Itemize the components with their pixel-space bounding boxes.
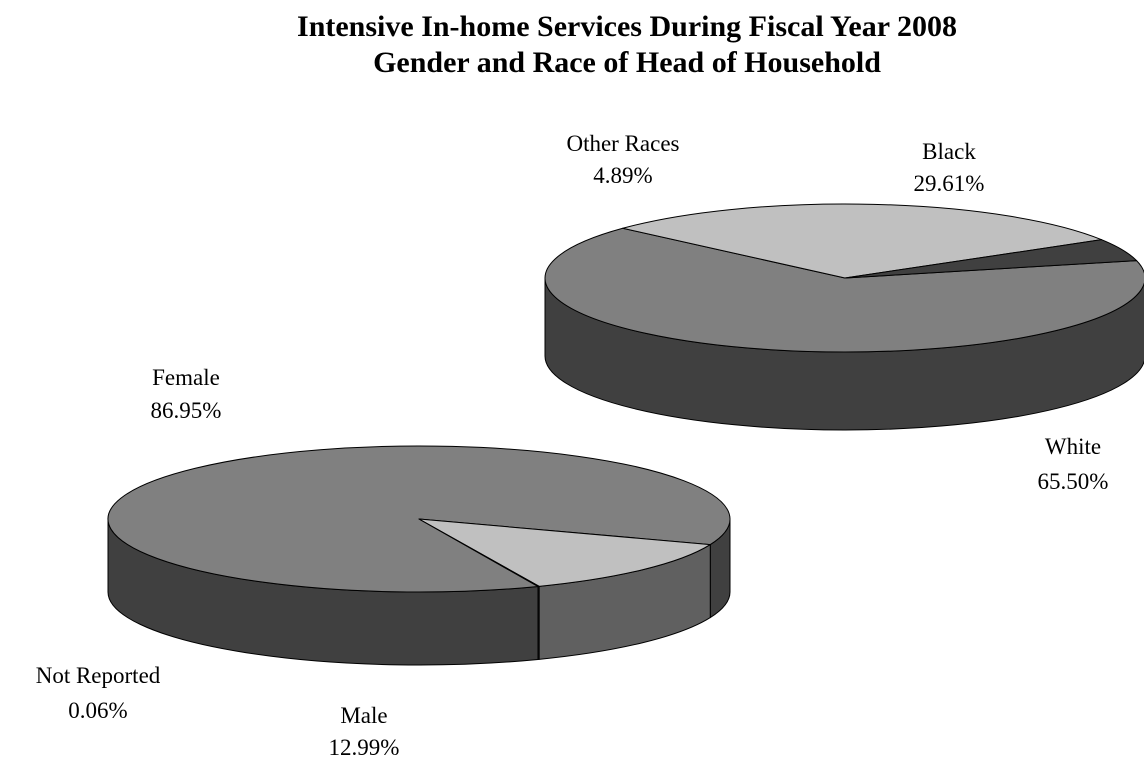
- slice-label-white: White: [1045, 434, 1101, 459]
- slice-value-white: 65.50%: [1038, 469, 1109, 494]
- chart-subtitle: Gender and Race of Head of Household: [373, 46, 881, 79]
- pie-slice-other-races: [844, 239, 1138, 279]
- slice-label-black: Black: [922, 139, 976, 164]
- pie-slice-male: [418, 518, 711, 587]
- slice-value-female: 86.95%: [151, 398, 222, 423]
- race-pie: [544, 203, 1144, 431]
- pie-slice-not-reported: [418, 518, 540, 587]
- pie-slice-white: [544, 227, 1144, 353]
- slice-value-male: 12.99%: [329, 735, 400, 760]
- chart-title: Intensive In-home Services During Fiscal…: [297, 10, 957, 43]
- slice-label-not-reported: Not Reported: [36, 663, 161, 688]
- slice-value-black: 29.61%: [914, 171, 985, 196]
- pie-slice-black: [622, 203, 1103, 279]
- slice-label-other-races: Other Races: [566, 131, 679, 156]
- gender-pie: [107, 445, 731, 666]
- slice-label-female: Female: [152, 365, 220, 390]
- slice-value-not-reported: 0.06%: [68, 698, 127, 723]
- slice-label-male: Male: [340, 703, 387, 728]
- slice-value-other-races: 4.89%: [593, 163, 652, 188]
- pie-side-not-reported: [537, 585, 540, 660]
